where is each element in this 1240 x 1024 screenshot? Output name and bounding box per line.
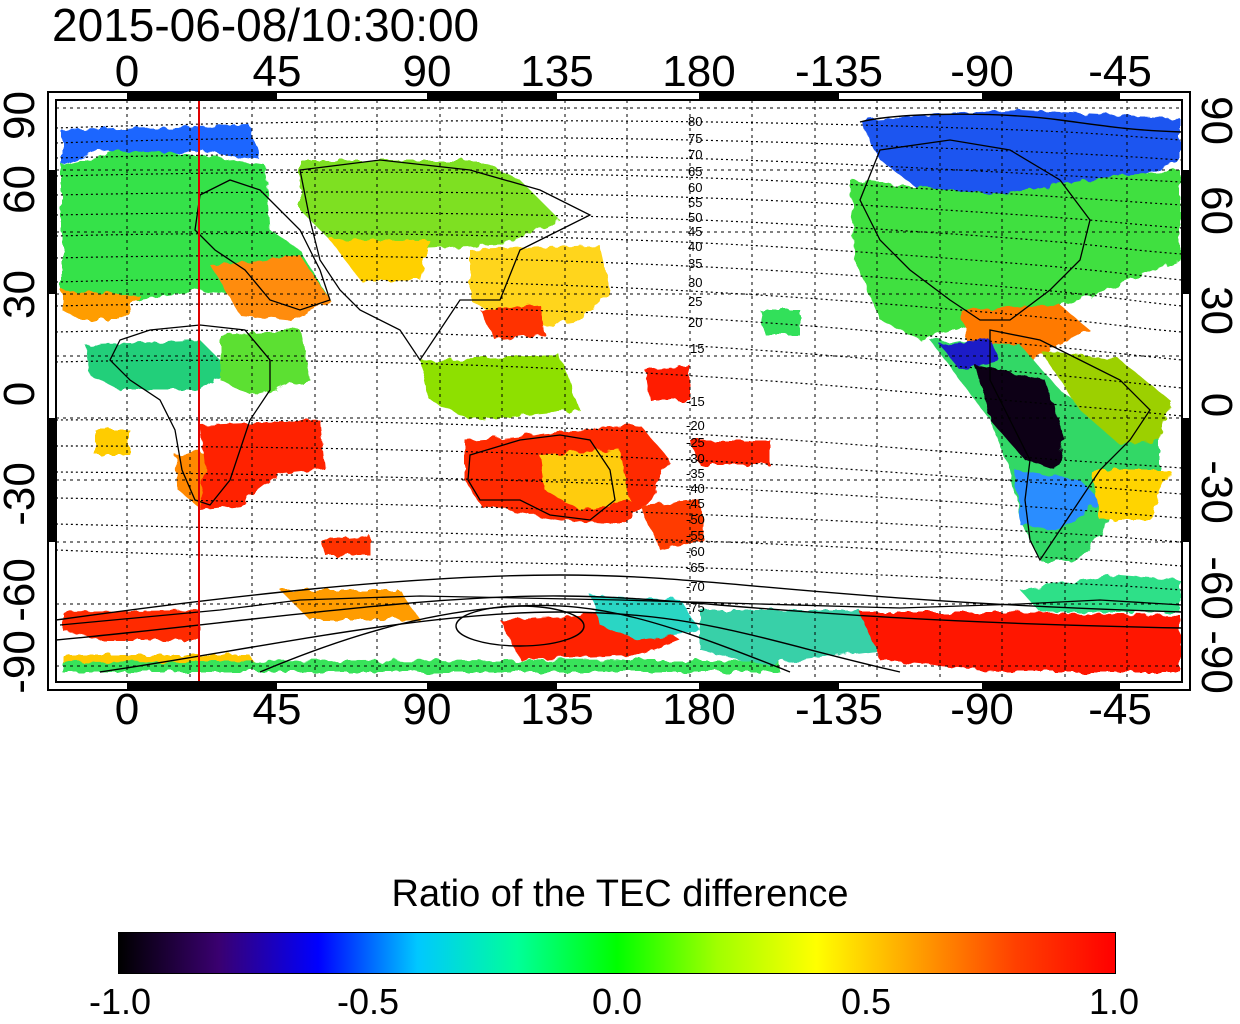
data-patch bbox=[540, 450, 630, 510]
data-patch bbox=[95, 430, 130, 455]
contour-label: 65 bbox=[688, 164, 702, 179]
timestamp-title: 2015-06-08/10:30:00 bbox=[52, 0, 480, 51]
contour-label: 50 bbox=[688, 210, 702, 225]
data-patch bbox=[690, 440, 770, 465]
colorbar-tick: -0.5 bbox=[336, 981, 400, 1022]
data-patch bbox=[1040, 350, 1170, 445]
graticule bbox=[56, 100, 1182, 682]
data-patch bbox=[700, 610, 880, 665]
x-tick-top: 45 bbox=[252, 47, 302, 96]
contour-label: 75 bbox=[688, 131, 702, 146]
data-patch bbox=[320, 535, 370, 555]
data-patch bbox=[645, 365, 690, 400]
x-tick-top: 90 bbox=[402, 47, 452, 96]
x-tick-bottom: -135 bbox=[794, 685, 884, 734]
contour-label: 35 bbox=[688, 256, 702, 271]
data-patch bbox=[940, 340, 1000, 370]
contour-label: -40 bbox=[686, 481, 705, 496]
contour-label: -55 bbox=[686, 528, 705, 543]
data-patch bbox=[62, 125, 260, 165]
data-patch bbox=[200, 420, 325, 510]
data-patch bbox=[1015, 470, 1100, 530]
contour-label: 80 bbox=[688, 114, 702, 129]
contour-label: -50 bbox=[686, 512, 705, 527]
contour-label: -35 bbox=[686, 466, 705, 481]
contour-label: 45 bbox=[688, 224, 702, 239]
auroral-contours bbox=[56, 113, 1182, 673]
x-tick-top: -90 bbox=[950, 47, 1014, 96]
data-patch bbox=[85, 340, 230, 390]
data-patch bbox=[210, 255, 330, 320]
contour-label: -70 bbox=[686, 579, 705, 594]
data-patch bbox=[975, 365, 1065, 470]
contour-label: 15 bbox=[690, 341, 704, 356]
data-patch bbox=[420, 355, 580, 420]
x-tick-bottom: 45 bbox=[252, 685, 302, 734]
coastlines bbox=[59, 139, 1182, 626]
data-patch bbox=[760, 310, 800, 335]
contour-label: 70 bbox=[688, 147, 702, 162]
contour-label: -25 bbox=[686, 435, 705, 450]
contour-labels-south: -15 -20 -25 -30 -35 -40 -45 -50 -55 -60 … bbox=[686, 394, 705, 615]
colorbar-tick: 0.5 bbox=[840, 981, 892, 1022]
data-patch bbox=[220, 330, 310, 395]
colorbar-tick: 0.0 bbox=[591, 981, 643, 1022]
x-tick-bottom: -45 bbox=[1088, 685, 1152, 734]
map-frame bbox=[47, 91, 1191, 691]
contour-label: 30 bbox=[688, 275, 702, 290]
data-patch bbox=[850, 170, 1180, 340]
colorbar-tick: 1.0 bbox=[1088, 981, 1140, 1022]
contour-label: 55 bbox=[688, 195, 702, 210]
data-patch bbox=[300, 160, 560, 250]
x-tick-top: -135 bbox=[794, 47, 884, 96]
contour-label: -75 bbox=[686, 600, 705, 615]
data-patch bbox=[330, 240, 430, 280]
x-tick-top: 180 bbox=[662, 47, 736, 96]
tec-data-patches bbox=[62, 110, 1180, 672]
contour-label: 40 bbox=[688, 239, 702, 254]
contour-label: 20 bbox=[688, 315, 702, 330]
x-tick-top: -45 bbox=[1088, 47, 1152, 96]
x-tick-bottom: 135 bbox=[520, 685, 594, 734]
tec-map: 80 75 70 65 60 55 50 45 40 35 30 25 20 1… bbox=[47, 91, 1191, 691]
contour-label: -65 bbox=[686, 560, 705, 575]
contour-labels-north: 80 75 70 65 60 55 50 45 40 35 30 25 20 1… bbox=[688, 114, 704, 356]
data-patch bbox=[1090, 470, 1170, 520]
contour-label: -60 bbox=[686, 544, 705, 559]
x-tick-top: 0 bbox=[114, 47, 140, 96]
x-tick-top: 135 bbox=[520, 47, 594, 96]
contour-label: -30 bbox=[686, 451, 705, 466]
x-tick-bottom: 180 bbox=[662, 685, 736, 734]
contour-label: -20 bbox=[686, 418, 705, 433]
contour-label: -45 bbox=[686, 496, 705, 511]
contour-label: 25 bbox=[688, 294, 702, 309]
colorbar bbox=[118, 932, 1116, 974]
contour-label: 60 bbox=[688, 180, 702, 195]
x-tick-bottom: 90 bbox=[402, 685, 452, 734]
x-tick-bottom: 0 bbox=[114, 685, 140, 734]
magnetic-contours bbox=[56, 120, 1182, 591]
contour-label: -15 bbox=[686, 394, 705, 409]
colorbar-title: Ratio of the TEC difference bbox=[391, 873, 849, 915]
colorbar-tick: -1.0 bbox=[88, 981, 152, 1022]
data-patch bbox=[480, 305, 545, 340]
data-patch bbox=[62, 610, 200, 640]
x-tick-bottom: -90 bbox=[950, 685, 1014, 734]
